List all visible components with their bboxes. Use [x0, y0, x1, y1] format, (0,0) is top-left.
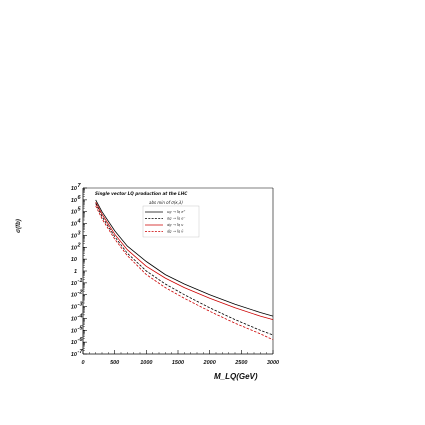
- y-tick-exponent: -4: [78, 313, 83, 319]
- x-axis-title: M_LQ(GeV): [214, 372, 258, 381]
- y-tick-label: 10: [71, 222, 77, 228]
- x-tick-label: 500: [110, 360, 119, 366]
- y-tick-label: 10: [71, 281, 77, 287]
- legend-label-4: d̄g → l̃q ν̄: [167, 229, 184, 234]
- y-tick-exponent: -7: [78, 349, 84, 355]
- series-line-4: [95, 205, 274, 341]
- y-tick-label: 10: [71, 210, 77, 216]
- y-tick-label: 1: [74, 269, 77, 275]
- y-tick-exponent: 3: [78, 230, 81, 236]
- y-tick-exponent: -1: [78, 278, 83, 284]
- series-line-2: [95, 202, 274, 320]
- y-tick-label: 10: [71, 340, 77, 346]
- y-tick-label: 10: [71, 198, 77, 204]
- y-tick-label: 10: [71, 305, 77, 311]
- x-tick-label: 1000: [140, 360, 152, 366]
- legend-label-3: dg → l̃q ν: [167, 223, 183, 228]
- y-axis-title: σ(fb): [16, 219, 22, 233]
- x-tick-label: 2500: [234, 360, 247, 366]
- y-tick-label: 10: [71, 293, 77, 299]
- x-tick-label: 3000: [267, 360, 279, 366]
- y-tick-label: 10: [71, 328, 77, 334]
- legend-label-1: ug → l̃q e⁺: [167, 210, 185, 215]
- y-tick-exponent: 6: [78, 195, 82, 201]
- y-tick-label: 10: [71, 257, 77, 263]
- y-tick-exponent: 4: [77, 219, 81, 225]
- y-tick-exponent: -6: [78, 337, 84, 343]
- y-tick-exponent: 2: [77, 242, 81, 248]
- y-tick-label: 10: [71, 352, 77, 358]
- series-line-1: [95, 199, 274, 317]
- y-tick-label: 10: [71, 186, 77, 192]
- legend-label-2: ūg → l̃q e⁻: [167, 216, 185, 221]
- series-layer: [95, 199, 274, 341]
- y-tick-exponent: 7: [78, 183, 82, 189]
- y-tick-label: 10: [71, 245, 77, 251]
- y-tick-exponent: -3: [78, 302, 83, 308]
- y-tick-label: 10: [71, 316, 77, 322]
- x-tick-label: 2000: [203, 360, 216, 366]
- y-tick-label: 10: [71, 233, 77, 239]
- x-tick-label: 0: [81, 360, 84, 366]
- chart-subtitle: abs min of σ(κ,λ): [149, 200, 183, 205]
- y-tick-exponent: 5: [78, 207, 82, 213]
- series-line-3: [95, 203, 274, 336]
- y-tick-exponent: -2: [78, 290, 83, 296]
- y-tick-exponent: -5: [78, 325, 84, 331]
- legend-layer: Single vector LQ production at the LHC a…: [95, 191, 200, 238]
- x-tick-label: 1500: [172, 360, 184, 366]
- chart-title: Single vector LQ production at the LHC: [95, 191, 188, 196]
